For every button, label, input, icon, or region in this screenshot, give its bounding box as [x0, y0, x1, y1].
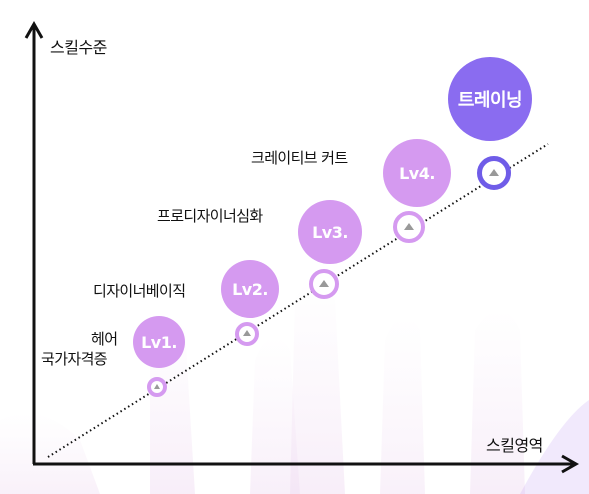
up-triangle-icon: [243, 330, 251, 336]
level-4-skill: 크레이티브 커트: [251, 149, 348, 167]
progression-line: [47, 143, 549, 458]
level-2-badge: Lv2.: [221, 260, 279, 318]
x-axis-arrowhead: [561, 454, 580, 474]
y-axis-arrowhead: [24, 20, 44, 39]
level-3-badge: Lv3.: [298, 200, 362, 264]
up-triangle-icon: [319, 279, 329, 287]
training-node: [477, 156, 511, 190]
level-1-skill-line-1: 헤어: [91, 330, 118, 348]
up-triangle-icon: [489, 168, 499, 176]
level-3-skill: 프로디자이너심화: [157, 207, 263, 225]
level-2-node: [235, 322, 259, 346]
y-axis-label: 스킬수준: [50, 38, 107, 57]
level-4-badge: Lv4.: [383, 139, 451, 207]
level-1-skill-line-2: 국가자격증: [41, 350, 108, 368]
up-triangle-icon: [154, 383, 160, 389]
level-3-node: [309, 269, 339, 299]
level-1-badge: Lv1.: [133, 316, 185, 368]
level-1-node: [147, 377, 167, 397]
level-4-node: [393, 211, 425, 243]
level-2-skill: 디자이너베이직: [93, 282, 186, 300]
x-axis-label: 스킬영역: [486, 436, 543, 455]
training-badge: 트레이닝: [448, 57, 532, 141]
up-triangle-icon: [404, 222, 414, 230]
